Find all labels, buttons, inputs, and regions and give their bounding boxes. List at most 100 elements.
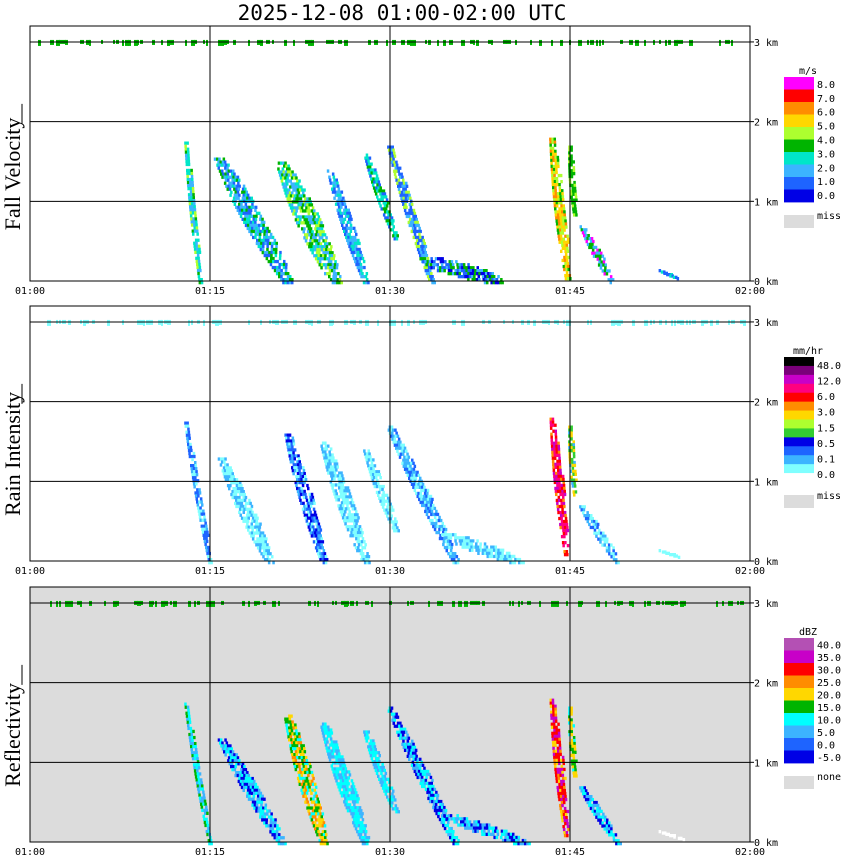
precip-cell	[587, 517, 590, 521]
precip-cell	[266, 555, 270, 559]
precip-cell	[572, 753, 575, 757]
precip-cell	[199, 799, 202, 803]
precip-cell	[290, 750, 293, 754]
precip-cell	[592, 254, 596, 258]
precip-cell	[443, 524, 446, 529]
precip-cell	[658, 830, 662, 834]
precip-cell	[478, 272, 481, 276]
precip-cell	[426, 497, 430, 502]
precip-cell	[559, 752, 562, 757]
cloud-cell	[578, 600, 582, 607]
cloud-cell	[458, 600, 462, 607]
cloud-cell	[551, 600, 554, 607]
precip-cell	[271, 265, 275, 270]
precip-cell	[573, 741, 576, 746]
precip-cell	[555, 492, 558, 497]
precip-cell	[320, 815, 323, 819]
precip-cell	[316, 227, 319, 231]
precip-cell	[301, 472, 304, 476]
precip-cell	[197, 259, 201, 264]
precip-cell	[574, 192, 577, 196]
precip-cell	[334, 770, 338, 774]
cloud-cell	[632, 319, 635, 326]
precip-cell	[209, 558, 213, 562]
precip-cell	[587, 234, 590, 238]
precip-cell	[425, 512, 429, 517]
precip-cell	[270, 244, 274, 249]
precip-cell	[443, 266, 446, 270]
precip-cell	[300, 206, 304, 210]
precip-cell	[471, 278, 474, 282]
precip-cell	[308, 507, 311, 511]
colorbar-label: 2.0	[817, 163, 835, 174]
colorbar-swatch	[784, 401, 814, 411]
precip-cell	[195, 497, 198, 501]
precip-cell	[397, 452, 400, 456]
precip-cell	[203, 515, 206, 519]
precip-cell	[358, 815, 361, 819]
precip-cell	[218, 163, 221, 167]
precip-cell	[360, 830, 363, 834]
precip-cell	[300, 221, 303, 225]
precip-cell	[307, 200, 310, 204]
precip-cell	[337, 773, 341, 777]
precip-cell	[231, 490, 234, 494]
precip-cell	[248, 205, 251, 209]
precip-cell	[357, 818, 360, 822]
precip-cell	[411, 458, 414, 462]
precip-cell	[496, 557, 500, 562]
precip-cell	[260, 552, 263, 556]
precip-cell	[555, 216, 558, 220]
precip-cell	[191, 187, 195, 191]
precip-cell	[477, 275, 480, 279]
precip-cell	[209, 839, 213, 843]
precip-cell	[367, 730, 370, 734]
figure-title: 2025-12-08 01:00-02:00 UTC	[238, 1, 567, 25]
precip-cell	[362, 275, 365, 279]
precip-cell	[568, 712, 571, 716]
precip-cell	[341, 202, 344, 206]
precip-cell	[447, 833, 450, 837]
precip-cell	[599, 815, 603, 819]
precip-cell	[443, 533, 446, 537]
precip-cell	[360, 558, 363, 562]
precip-cell	[486, 275, 489, 279]
precip-cell	[574, 469, 577, 473]
precip-cell	[250, 779, 254, 784]
precip-cell	[205, 817, 208, 821]
precip-cell	[286, 170, 290, 174]
precip-cell	[309, 200, 312, 204]
precip-cell	[352, 806, 355, 810]
precip-cell	[262, 220, 266, 224]
precip-streak	[579, 786, 622, 846]
precip-cell	[558, 734, 561, 738]
precip-cell	[250, 782, 253, 787]
precip-cell	[568, 145, 571, 149]
precip-cell	[342, 196, 345, 200]
precip-cell	[255, 543, 258, 547]
precip-cell	[350, 226, 354, 230]
precip-cell	[602, 531, 605, 535]
precip-cell	[454, 539, 457, 543]
precip-cell	[253, 779, 256, 784]
precip-cell	[286, 720, 290, 724]
precip-cell	[450, 839, 454, 843]
precip-cell	[312, 245, 315, 249]
precip-cell	[310, 806, 314, 810]
precip-cell	[420, 244, 423, 249]
precip-cell	[365, 730, 368, 734]
precip-cell	[203, 799, 207, 803]
precip-cell	[557, 752, 560, 757]
precip-cell	[407, 220, 411, 225]
precip-cell	[280, 278, 283, 282]
precip-cell	[243, 507, 246, 511]
precip-cell	[451, 263, 455, 267]
precip-cell	[427, 272, 431, 276]
precip-cell	[426, 509, 429, 514]
precip-cell	[559, 770, 562, 775]
precip-cell	[303, 759, 306, 763]
precip-cell	[291, 723, 295, 727]
precip-cell	[294, 747, 297, 751]
precip-cell	[466, 826, 469, 830]
precip-cell	[608, 821, 611, 825]
